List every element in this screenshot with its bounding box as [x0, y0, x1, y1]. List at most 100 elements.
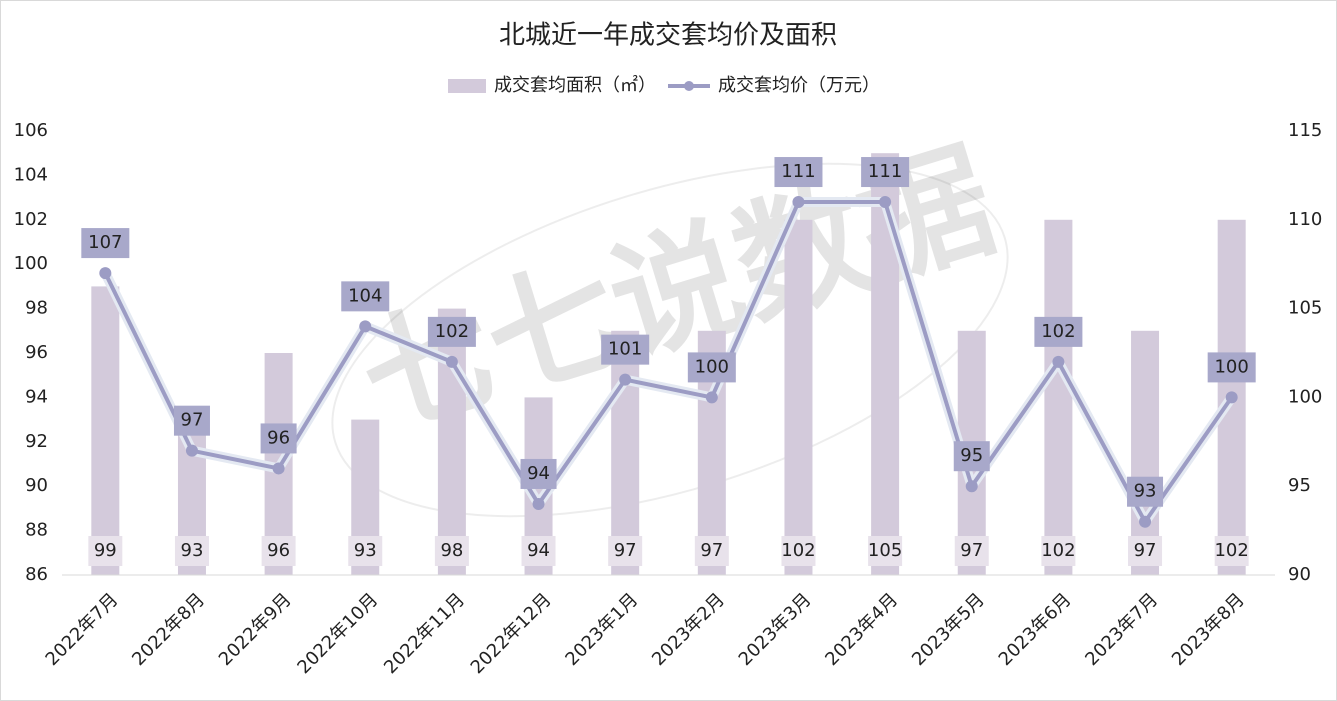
- bar: [91, 286, 120, 575]
- y-tick-label: 98: [25, 298, 48, 319]
- bar-label-bg: [608, 536, 643, 566]
- line-label-bg: [953, 441, 990, 472]
- y-tick-label: 88: [25, 520, 48, 541]
- line-label-bg: [861, 157, 910, 188]
- line-label-bg: [1207, 352, 1256, 383]
- bar-label: 94: [527, 540, 550, 561]
- line-label-bg: [173, 405, 210, 436]
- line-label-bg: [774, 157, 823, 188]
- bar-label: 97: [1134, 540, 1157, 561]
- bar-label-bg: [694, 536, 729, 566]
- bar: [1131, 330, 1160, 575]
- line-label-bg: [687, 352, 736, 383]
- line-label: 107: [88, 232, 122, 253]
- y2-tick-label: 95: [1288, 475, 1311, 496]
- bar-label-bg: [1128, 536, 1163, 566]
- bar-label: 102: [781, 540, 815, 561]
- bar-label: 93: [181, 540, 204, 561]
- line-label: 96: [267, 427, 290, 448]
- line-point: [1052, 355, 1065, 368]
- line-point: [1139, 515, 1152, 528]
- line-label-bg: [427, 316, 476, 347]
- bar-label-bg: [261, 536, 296, 566]
- y2-tick-label: 110: [1288, 209, 1322, 230]
- bar-label-bg: [954, 536, 989, 566]
- y-tick-label: 90: [25, 475, 48, 496]
- bar: [437, 308, 466, 575]
- bar-label-bg: [1041, 536, 1076, 566]
- bar-label-bg: [174, 536, 209, 566]
- line-point: [359, 320, 372, 333]
- line-label-bg: [81, 228, 130, 259]
- line-label: 111: [781, 161, 815, 182]
- y2-tick-label: 100: [1288, 386, 1322, 407]
- bar-label-bg: [88, 536, 123, 566]
- y2-tick-label: 90: [1288, 564, 1311, 585]
- y2-tick-label: 115: [1288, 120, 1322, 141]
- bar-label: 105: [868, 540, 902, 561]
- line-label-bg: [601, 334, 650, 365]
- line-label: 102: [1041, 321, 1075, 342]
- bar: [1044, 219, 1073, 576]
- y-tick-label: 92: [25, 431, 48, 452]
- line-point: [445, 355, 458, 368]
- line-label: 100: [695, 356, 729, 377]
- line-label-bg: [520, 458, 557, 489]
- line-point: [272, 462, 285, 475]
- line-point: [879, 196, 892, 209]
- line-point: [792, 196, 805, 209]
- legend-label: 成交套均面积（㎡）: [494, 74, 656, 96]
- line-label: 111: [868, 161, 902, 182]
- bar-label: 98: [440, 540, 463, 561]
- line-point: [965, 480, 978, 493]
- bar-label-bg: [868, 536, 903, 566]
- bar-label: 97: [614, 540, 637, 561]
- bar-label: 102: [1041, 540, 1075, 561]
- line-label: 93: [1134, 481, 1157, 502]
- line-point: [619, 373, 632, 386]
- legend-marker: [684, 81, 694, 91]
- y-tick-label: 100: [14, 253, 48, 274]
- bar: [784, 219, 813, 576]
- bar-label: 96: [267, 540, 290, 561]
- line-label-bg: [1034, 316, 1083, 347]
- bar-label: 93: [354, 540, 377, 561]
- line-label: 102: [435, 321, 469, 342]
- bar-label-bg: [781, 536, 816, 566]
- legend-swatch: [448, 79, 486, 93]
- y-tick-label: 106: [14, 120, 48, 141]
- chart-title: 北城近一年成交套均价及面积: [499, 21, 837, 51]
- y-tick-label: 96: [25, 342, 48, 363]
- y-tick-label: 94: [25, 386, 48, 407]
- line-label-bg: [1127, 476, 1164, 507]
- line-label-bg: [341, 281, 390, 312]
- line-label: 101: [608, 339, 642, 360]
- line-point: [705, 391, 718, 404]
- y2-tick-label: 105: [1288, 298, 1322, 319]
- bar-label-bg: [348, 536, 383, 566]
- line-point: [185, 444, 198, 457]
- bar-label-bg: [1214, 536, 1249, 566]
- bar-label: 99: [94, 540, 117, 561]
- bar-label: 97: [960, 540, 983, 561]
- line-label: 94: [527, 463, 550, 484]
- line-label: 97: [181, 410, 204, 431]
- bar-label-bg: [434, 536, 469, 566]
- line-label: 100: [1214, 356, 1248, 377]
- bar-label: 102: [1214, 540, 1248, 561]
- bar: [611, 330, 640, 575]
- bar-label: 97: [700, 540, 723, 561]
- line-point: [99, 267, 112, 280]
- legend-label: 成交套均价（万元）: [718, 75, 880, 96]
- line-label: 104: [348, 285, 382, 306]
- y-tick-label: 104: [14, 164, 48, 185]
- bar-label-bg: [521, 536, 556, 566]
- y-tick-label: 102: [14, 209, 48, 230]
- line-label-bg: [260, 423, 297, 454]
- y-tick-label: 86: [25, 564, 48, 585]
- line-point: [1225, 391, 1238, 404]
- line-point: [532, 497, 545, 510]
- line-label: 95: [960, 445, 983, 466]
